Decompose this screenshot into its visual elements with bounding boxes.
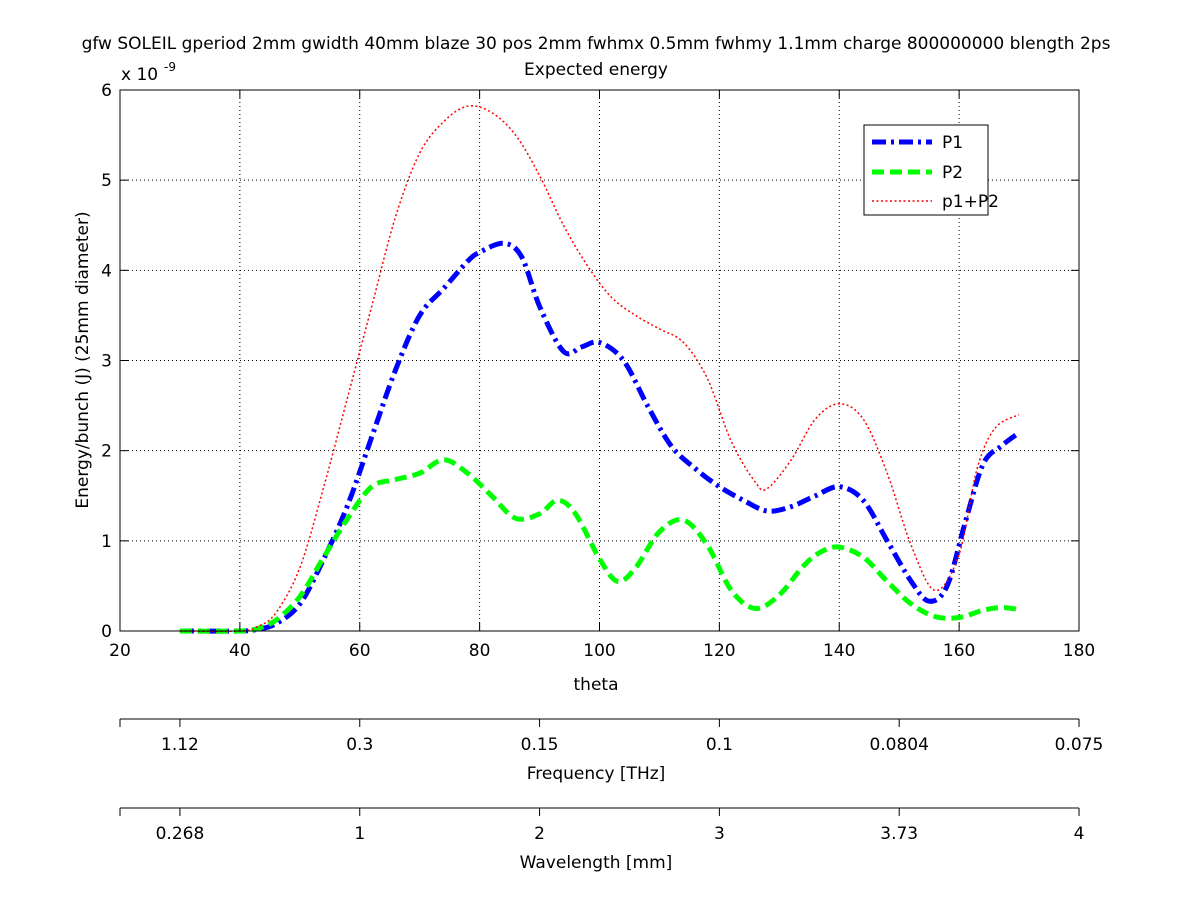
y-tick-label: 5 — [101, 171, 112, 191]
x-tick-label: 160 — [943, 641, 975, 661]
x-tick-label: 80 — [469, 641, 491, 661]
x-tick-label: 100 — [583, 641, 615, 661]
wavelength-tick-label: 3.73 — [880, 824, 918, 844]
wavelength-axis-label: Wavelength [mm] — [520, 853, 673, 873]
legend: P1 P2 p1+P2 — [863, 124, 999, 216]
x-tick-label: 120 — [703, 641, 735, 661]
y-tick-label: 1 — [101, 532, 112, 552]
frequency-axis-label: Frequency [THz] — [527, 764, 666, 784]
legend-label-sum: p1+P2 — [942, 192, 999, 212]
y-tick-label: 6 — [101, 81, 112, 101]
chart-title: gfw SOLEIL gperiod 2mm gwidth 40mm blaze… — [82, 34, 1111, 54]
x-tick-label: 40 — [229, 641, 251, 661]
x-tick-label: 20 — [109, 641, 131, 661]
series-layer — [179, 105, 1021, 634]
y-tick-label: 0 — [101, 622, 112, 642]
x-tick-label: 180 — [1063, 641, 1095, 661]
series-line-sum — [179, 105, 1020, 633]
y-exponent-power: -9 — [164, 60, 176, 74]
y-tick-label: 3 — [101, 352, 112, 372]
wavelength-tick-label: 2 — [534, 824, 545, 844]
legend-label-p2: P2 — [942, 163, 963, 183]
frequency-tick-label: 0.3 — [346, 735, 373, 755]
x-tick-label: 60 — [349, 641, 371, 661]
frequency-tick-label: 1.12 — [161, 735, 199, 755]
series-line-p2 — [179, 457, 1020, 634]
y-tick-label: 4 — [101, 261, 112, 281]
legend-label-p1: P1 — [942, 133, 963, 153]
y-tick-label: 2 — [101, 442, 112, 462]
wavelength-tick-label: 0.268 — [156, 824, 205, 844]
y-axis-label: Energy/bunch (J) (25mm diameter) — [73, 211, 93, 508]
series-line-p1 — [179, 240, 1021, 634]
frequency-tick-label: 0.1 — [706, 735, 733, 755]
frequency-tick-label: 0.0804 — [869, 735, 928, 755]
y-exponent-base: x 10 — [121, 65, 158, 85]
wavelength-tick-label: 1 — [354, 824, 365, 844]
frequency-tick-label: 0.075 — [1055, 735, 1104, 755]
wavelength-tick-label: 3 — [714, 824, 725, 844]
secondary-axes: 1.12 0.3 0.15 0.1 0.0804 0.075 Frequency [THz]… — [119, 718, 1104, 873]
axis-ticks: 20 40 60 80 100 120 140 160 180 0 1 2 3 4 5 6 — [101, 81, 1095, 661]
wavelength-tick-label: 4 — [1074, 824, 1085, 844]
frequency-tick-label: 0.15 — [521, 735, 559, 755]
x-tick-label: 140 — [823, 641, 855, 661]
x-axis-label: theta — [574, 675, 619, 695]
chart-subtitle: Expected energy — [524, 60, 668, 80]
